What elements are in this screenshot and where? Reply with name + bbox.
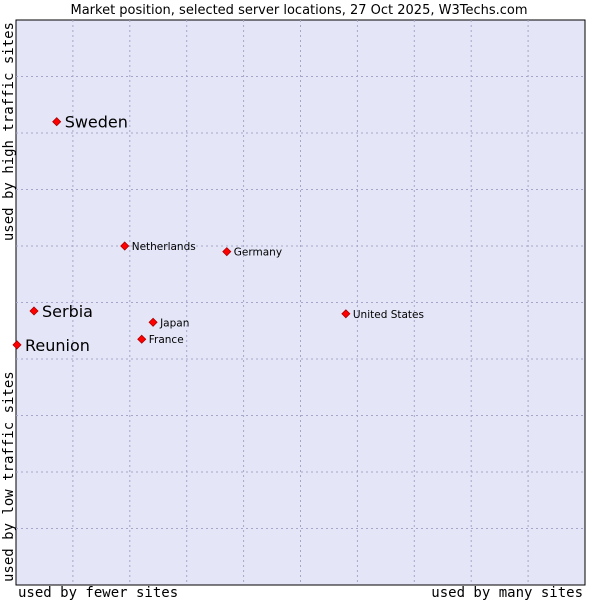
- point-united-states: [341, 309, 351, 319]
- point-label-france: France: [149, 334, 184, 346]
- data-points: Sweden Netherlands Germany Serbia Japan Unite…: [12, 113, 424, 355]
- point-label-netherlands: Netherlands: [132, 241, 196, 253]
- point-reunion: [12, 340, 22, 350]
- point-label-germany: Germany: [234, 247, 282, 259]
- x-axis-label-left: used by fewer sites: [18, 585, 178, 600]
- y-axis-label-top: used by high traffic sites: [1, 22, 17, 241]
- point-label-serbia: Serbia: [42, 302, 93, 321]
- chart-title: Market position, selected server locatio…: [70, 3, 527, 18]
- point-label-united-states: United States: [353, 309, 424, 321]
- x-axis-label-right: used by many sites: [431, 585, 583, 600]
- point-label-japan: Japan: [159, 317, 189, 329]
- point-sweden: [52, 117, 62, 127]
- point-netherlands: [120, 241, 130, 251]
- point-france: [137, 334, 147, 344]
- grid-lines: [16, 20, 585, 585]
- y-axis-label-bottom: used by low traffic sites: [1, 371, 17, 582]
- point-label-sweden: Sweden: [65, 113, 128, 132]
- point-germany: [222, 247, 232, 257]
- point-label-reunion: Reunion: [25, 336, 90, 355]
- point-serbia: [29, 306, 39, 316]
- point-japan: [148, 317, 158, 327]
